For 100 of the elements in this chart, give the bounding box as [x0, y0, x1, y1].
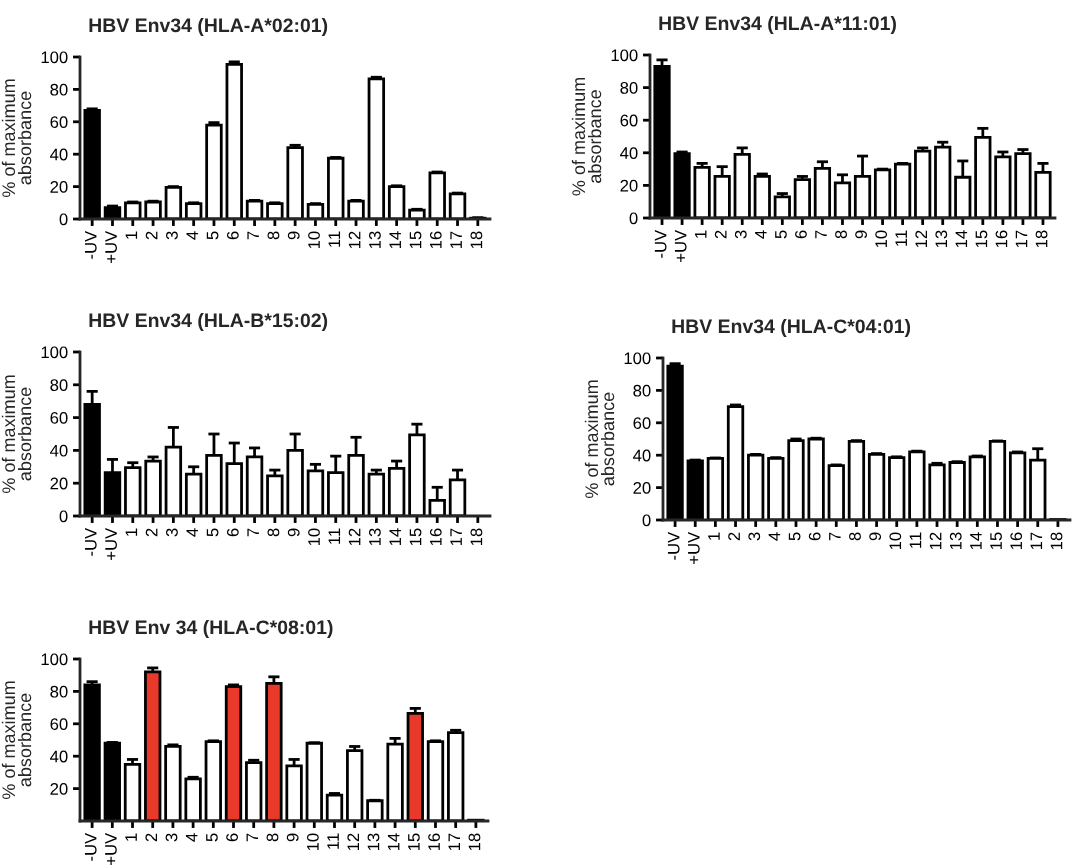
x-tick-label: 14 — [955, 230, 968, 248]
chart-title: HBV Env34 (HLA-A*11:01) — [659, 15, 896, 35]
x-tick-label: 14 — [389, 528, 401, 546]
x-tick-label: 3 — [165, 833, 178, 842]
y-tick-label: 60 — [50, 116, 68, 128]
x-tick-label: 8 — [835, 230, 847, 239]
y-axis-title: % of maximum absorbance — [1, 375, 32, 494]
x-tick-label: 14 — [389, 231, 401, 249]
y-tick-label: 20 — [50, 477, 68, 490]
x-tick-label: 11 — [328, 528, 341, 544]
x-tick-label: 3 — [166, 231, 178, 240]
x-tick-label: 8 — [266, 833, 279, 842]
x-tick-label: 3 — [734, 230, 747, 239]
x-tick-label: -UV — [84, 832, 97, 861]
x-tick-label: 9 — [869, 532, 882, 541]
x-tick-label: 9 — [855, 230, 867, 239]
x-tick-label: 9 — [287, 528, 300, 537]
y-tick-label: 40 — [50, 750, 68, 763]
x-tick-label: 13 — [935, 230, 948, 248]
x-tick-label: 3 — [748, 532, 761, 541]
x-tick-label: 17 — [450, 528, 462, 546]
x-tick-label: 5 — [206, 231, 219, 240]
y-axis-title: % of maximum absorbance — [1, 79, 32, 198]
x-tick-label: +UV — [674, 229, 687, 262]
x-tick-label: 10 — [306, 833, 319, 851]
y-tick-label: 20 — [620, 179, 638, 192]
y-tick-label: 0 — [59, 213, 68, 226]
y-tick-label: 80 — [50, 379, 68, 391]
x-tick-label: +UV — [105, 527, 117, 560]
x-tick-label: 16 — [428, 833, 440, 851]
x-tick-label: 11 — [909, 532, 922, 548]
chart-title: HBV Env 34 (HLA-C*08:01) — [89, 619, 333, 639]
x-tick-label: 5 — [206, 528, 219, 537]
y-tick-label: 0 — [629, 212, 638, 225]
y-axis-title: % of maximum absorbance — [584, 380, 615, 499]
x-tick-label: 13 — [369, 231, 381, 249]
x-tick-label: 1 — [125, 833, 137, 841]
x-tick-label: 1 — [708, 532, 720, 540]
x-tick-label: 13 — [367, 833, 380, 851]
x-tick-label: 10 — [308, 231, 320, 249]
x-tick-label: 4 — [185, 833, 198, 842]
x-tick-label: 16 — [429, 231, 442, 249]
x-tick-label: 17 — [1030, 532, 1043, 550]
x-tick-label: 1 — [694, 230, 707, 238]
x-tick-label: 12 — [348, 528, 361, 546]
x-tick-label: 13 — [949, 532, 962, 550]
y-axis-title: % of maximum absorbance — [571, 77, 602, 196]
x-tick-label: 15 — [990, 532, 1002, 550]
x-tick-label: 17 — [1015, 230, 1028, 248]
x-tick-label: 11 — [895, 230, 907, 246]
y-tick-label: 100 — [41, 653, 68, 666]
x-tick-label: 14 — [387, 833, 400, 851]
y-tick-label: 60 — [50, 718, 68, 730]
x-tick-label: 3 — [166, 528, 178, 537]
x-tick-label: 17 — [450, 231, 462, 249]
y-tick-label: 80 — [50, 685, 68, 698]
x-tick-label: 18 — [1050, 532, 1063, 550]
x-tick-label: 13 — [369, 528, 381, 546]
x-tick-label: 8 — [267, 528, 280, 537]
x-tick-label: 6 — [808, 532, 821, 541]
x-tick-label: -UV — [667, 531, 680, 560]
x-tick-label: 16 — [995, 230, 1008, 248]
x-tick-label: 1 — [125, 231, 138, 239]
x-tick-label: 9 — [287, 231, 300, 240]
x-tick-label: 7 — [247, 231, 259, 240]
x-tick-label: 12 — [347, 833, 359, 851]
y-tick-label: 80 — [620, 82, 638, 94]
x-tick-label: 14 — [970, 532, 982, 550]
x-tick-label: 8 — [849, 532, 861, 541]
x-tick-label: 10 — [308, 528, 320, 546]
x-tick-label: 17 — [448, 833, 460, 851]
x-tick-label: 11 — [328, 231, 341, 247]
x-tick-label: 18 — [470, 231, 483, 249]
x-tick-label: 15 — [409, 528, 422, 546]
y-axis-title: % of maximum absorbance — [1, 681, 32, 800]
x-tick-label: 5 — [788, 532, 801, 541]
x-tick-label: 7 — [829, 532, 841, 541]
x-tick-label: 15 — [408, 833, 420, 851]
x-tick-label: 18 — [470, 528, 483, 546]
x-tick-label: 12 — [348, 231, 361, 249]
x-tick-label: 15 — [409, 231, 422, 249]
x-tick-label: 6 — [795, 230, 807, 239]
y-tick-label: 20 — [50, 783, 68, 795]
y-tick-label: 100 — [624, 352, 651, 365]
x-tick-label: +UV — [688, 531, 700, 564]
x-tick-label: 6 — [226, 833, 238, 842]
x-tick-label: 4 — [768, 532, 781, 541]
x-tick-label: 6 — [226, 231, 239, 240]
x-tick-label: 12 — [929, 532, 942, 550]
y-tick-label: 40 — [633, 449, 651, 462]
y-tick-label: 20 — [50, 181, 68, 193]
y-tick-label: 0 — [59, 510, 68, 523]
x-tick-label: 7 — [815, 230, 827, 239]
x-tick-label: 2 — [714, 230, 727, 239]
x-tick-label: 10 — [875, 230, 888, 248]
x-tick-label: 11 — [327, 833, 339, 849]
y-tick-label: 40 — [50, 444, 68, 457]
x-tick-label: 2 — [145, 833, 158, 842]
y-tick-label: 80 — [50, 83, 68, 96]
x-tick-label: 1 — [125, 528, 138, 536]
